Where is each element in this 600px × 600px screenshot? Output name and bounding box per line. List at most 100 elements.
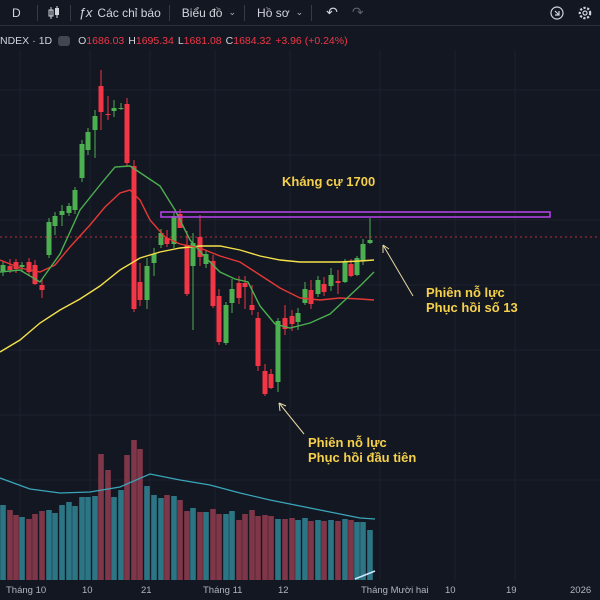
volume-bar (367, 530, 373, 580)
replay-icon (550, 6, 564, 20)
candle-body (321, 284, 327, 292)
volume-bar (177, 500, 183, 580)
session13-label: Phiên nỗ lực Phục hồi số 13 (426, 285, 518, 315)
toolbar-divider (244, 4, 246, 21)
eye-icon[interactable] (58, 36, 71, 46)
volume-bar (164, 495, 170, 580)
high-key: H (128, 35, 136, 47)
redo-button[interactable]: ↷ (344, 0, 370, 26)
candle-body (268, 374, 274, 388)
candle-body (7, 266, 13, 270)
candle-body (124, 104, 130, 163)
candle-body (111, 108, 117, 111)
volume-bar (308, 521, 314, 580)
indicators-label: Các chỉ báo (97, 5, 161, 20)
x-tick-label: 21 (141, 585, 152, 596)
candle-body (32, 265, 38, 284)
volume-bar (0, 505, 6, 580)
volume-bar (249, 510, 255, 580)
time-axis[interactable]: Tháng 10 10 21 Tháng 11 12 Tháng Mười ha… (0, 580, 600, 600)
resistance-text: Kháng cự 1700 (282, 174, 376, 189)
candle-body (164, 238, 170, 244)
candle-body (354, 258, 360, 275)
charts-menu-button[interactable]: Biểu đồ ⌄ (172, 0, 242, 26)
indicators-button[interactable]: ƒx Các chỉ báo (73, 0, 167, 26)
volume-bar (360, 522, 366, 580)
x-tick-label: Tháng 10 (6, 585, 47, 596)
candle-body (335, 281, 341, 283)
volume-bar (151, 495, 157, 580)
volume-bar (354, 522, 360, 580)
volume-bar (236, 520, 242, 580)
replay-button[interactable] (546, 2, 568, 24)
x-tick-label: Tháng 11 (203, 585, 243, 596)
volume-bar (328, 520, 334, 580)
candle-body (184, 245, 190, 294)
redo-icon: ↷ (351, 4, 364, 20)
interval-button[interactable]: D (0, 0, 35, 26)
candle-body (342, 262, 348, 282)
volume-bar (19, 517, 25, 580)
candle-type-button[interactable] (40, 0, 68, 26)
symbol-label[interactable]: NDEX (0, 35, 30, 47)
candle-body (328, 275, 334, 286)
volume-bar (321, 521, 327, 580)
candle-body (19, 265, 25, 267)
candle-body (295, 313, 301, 322)
candle-body (367, 240, 373, 243)
volume-bar (289, 518, 295, 580)
candle-body (72, 190, 78, 210)
first-recovery-line2: Phục hồi đầu tiên (308, 450, 417, 465)
candle-body (171, 216, 177, 244)
toolbar-divider (311, 4, 313, 21)
volume-trend-line (354, 570, 376, 580)
close-key: C (225, 35, 234, 47)
volume-bar (131, 440, 137, 580)
volume-bar (197, 512, 203, 580)
candle-body (229, 289, 235, 303)
volume-bar (111, 497, 117, 580)
candle-body (105, 114, 111, 115)
settings-button[interactable] (574, 2, 596, 24)
candle-body (85, 132, 91, 150)
candle-body (348, 264, 354, 276)
volume-bar (295, 520, 301, 580)
volume-bar (85, 497, 91, 580)
candle-body (242, 283, 248, 287)
function-icon: ƒx (78, 5, 93, 20)
candle-body (26, 262, 32, 272)
volume-bar (302, 518, 308, 580)
candle-body (190, 243, 196, 266)
open-key: O (78, 35, 87, 47)
interval-label: D (12, 5, 21, 20)
toolbar-divider (69, 4, 71, 21)
candle-body (302, 289, 308, 303)
arrow-session13-head (382, 244, 390, 253)
candle-body (315, 280, 321, 294)
volume-bar (118, 490, 124, 580)
volume-bar (335, 521, 341, 580)
candle-body (255, 318, 261, 366)
close-value: 1684.32 (233, 35, 272, 47)
candlestick-icon (48, 5, 59, 19)
candle-body (98, 86, 104, 112)
volume-bar (72, 506, 78, 580)
volume-bar (315, 520, 321, 580)
undo-button[interactable]: ↶ (314, 0, 344, 26)
volume-bar (7, 510, 13, 580)
volume-bar (137, 449, 143, 580)
profile-menu-button[interactable]: Hồ sơ ⌄ (247, 0, 309, 26)
volume-bar (79, 497, 85, 580)
candle-body (158, 233, 164, 245)
candle-body (52, 216, 58, 226)
volume-bar (275, 519, 281, 580)
candle-body (46, 222, 52, 255)
volume-bar (92, 496, 98, 580)
candle-body (151, 254, 157, 263)
candle-body (66, 206, 72, 213)
volume-bar (52, 513, 58, 580)
price-chart[interactable] (0, 50, 600, 580)
volume-bar (39, 511, 45, 580)
volume-bar (105, 470, 111, 580)
undo-icon: ↶ (326, 4, 338, 20)
